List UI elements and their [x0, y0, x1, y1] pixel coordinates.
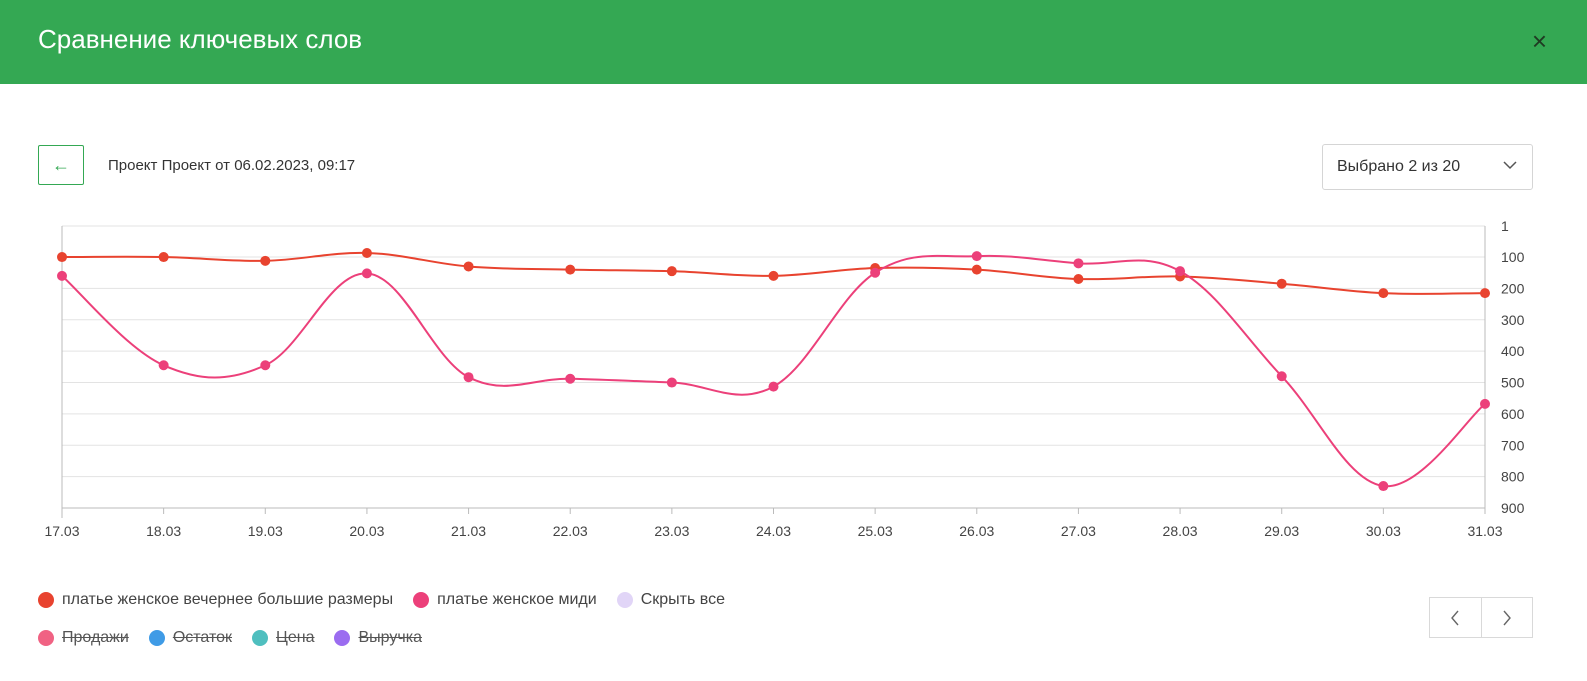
x-tick-label: 30.03	[1366, 523, 1401, 539]
x-tick-label: 22.03	[553, 523, 588, 539]
keyword-select-dropdown[interactable]: Выбрано 2 из 20	[1322, 144, 1533, 190]
data-point[interactable]	[1480, 288, 1490, 299]
data-point[interactable]	[158, 360, 169, 371]
x-tick-label: 24.03	[756, 523, 791, 539]
x-tick-label: 29.03	[1264, 523, 1299, 539]
data-point[interactable]	[1276, 371, 1287, 382]
legend: платье женское вечернее большие размеры …	[38, 588, 745, 664]
y-tick-label: 300	[1501, 312, 1525, 328]
y-tick-label: 700	[1501, 437, 1525, 453]
chevron-down-icon	[1503, 161, 1517, 170]
data-point[interactable]	[57, 252, 67, 263]
legend-item-revenue[interactable]: Выручка	[334, 629, 422, 647]
data-point[interactable]	[361, 268, 372, 279]
data-point[interactable]	[565, 373, 576, 384]
data-point[interactable]	[463, 372, 474, 383]
legend-series-row: платье женское вечернее большие размеры …	[38, 588, 745, 612]
legend-item-series-2[interactable]: платье женское миди	[413, 591, 597, 609]
y-tick-label: 500	[1501, 375, 1525, 391]
data-point[interactable]	[1073, 274, 1084, 285]
x-tick-label: 25.03	[858, 523, 893, 539]
x-tick-label: 28.03	[1163, 523, 1198, 539]
legend-item-series-1[interactable]: платье женское вечернее большие размеры	[38, 591, 393, 609]
next-page-button[interactable]	[1480, 598, 1533, 637]
data-point[interactable]	[768, 270, 779, 281]
data-point[interactable]	[971, 264, 982, 275]
select-value: Выбрано 2 из 20	[1337, 158, 1461, 175]
legend-item-price[interactable]: Цена	[252, 629, 314, 647]
data-point[interactable]	[768, 381, 779, 392]
x-tick-label: 19.03	[248, 523, 283, 539]
x-tick-label: 21.03	[451, 523, 486, 539]
legend-dot-icon	[413, 592, 430, 608]
hide-all-toggle[interactable]: Скрыть все	[616, 591, 725, 609]
data-point[interactable]	[1276, 278, 1287, 289]
data-point[interactable]	[1378, 288, 1389, 299]
x-tick-label: 26.03	[959, 523, 994, 539]
data-point[interactable]	[463, 261, 474, 272]
data-point[interactable]	[260, 360, 271, 371]
pager	[1429, 597, 1533, 638]
data-point[interactable]	[1073, 258, 1084, 269]
back-button[interactable]: ←	[38, 145, 84, 185]
project-label: Проект Проект от 06.02.2023, 09:17	[108, 157, 356, 174]
legend-dot-icon	[38, 630, 54, 646]
prev-page-button[interactable]	[1430, 598, 1481, 637]
y-tick-label: 600	[1501, 406, 1525, 422]
legend-dot-icon	[252, 630, 269, 646]
chevron-right-icon	[1503, 610, 1511, 625]
data-point[interactable]	[260, 255, 271, 266]
y-tick-label: 400	[1501, 343, 1525, 359]
chevron-left-icon	[1451, 610, 1459, 625]
data-point[interactable]	[1378, 481, 1389, 492]
data-point[interactable]	[565, 264, 576, 275]
x-tick-label: 17.03	[44, 523, 79, 539]
legend-dot-icon	[38, 592, 54, 608]
x-tick-label: 27.03	[1061, 523, 1096, 539]
data-point[interactable]	[158, 252, 169, 263]
legend-dot-icon	[148, 630, 165, 646]
data-point[interactable]	[1175, 266, 1186, 277]
rank-line-chart: 1 100 200 300 400 500 600 700 800 900 17.03 18.03 19…	[44, 218, 1525, 539]
series-line	[61, 254, 1486, 488]
legend-item-sales[interactable]: Продажи	[38, 629, 129, 647]
legend-dot-icon	[616, 592, 633, 608]
data-point[interactable]	[1480, 398, 1490, 409]
x-tick-label: 18.03	[146, 523, 181, 539]
data-point[interactable]	[666, 266, 677, 277]
data-point[interactable]	[666, 377, 677, 388]
y-tick-label: 900	[1501, 500, 1525, 516]
dialog-header: Сравнение ключевых слов ×	[0, 0, 1587, 84]
dialog-title: Сравнение ключевых слов	[38, 24, 363, 54]
x-tick-label: 20.03	[349, 523, 384, 539]
y-tick-label: 1	[1501, 218, 1509, 234]
y-tick-label: 100	[1501, 249, 1525, 265]
close-icon[interactable]: ×	[1531, 26, 1547, 56]
legend-dot-icon	[334, 630, 351, 646]
data-point[interactable]	[361, 247, 372, 258]
data-point[interactable]	[57, 270, 67, 281]
legend-item-stock[interactable]: Остаток	[148, 629, 232, 647]
data-point[interactable]	[971, 251, 982, 262]
x-tick-label: 23.03	[654, 523, 689, 539]
y-tick-label: 800	[1501, 469, 1525, 485]
data-point[interactable]	[870, 267, 881, 278]
arrow-left-icon: ←	[52, 154, 70, 175]
x-tick-label: 31.03	[1467, 523, 1502, 539]
legend-metrics-row: Продажи Остаток Цена Выручка	[38, 626, 745, 650]
y-tick-label: 200	[1501, 280, 1525, 296]
